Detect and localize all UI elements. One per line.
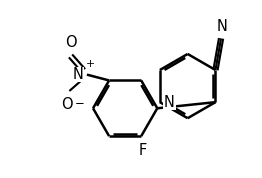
Text: N: N <box>73 67 83 82</box>
Text: F: F <box>139 143 147 158</box>
Text: +: + <box>86 59 95 69</box>
Text: N: N <box>217 19 228 34</box>
Text: N: N <box>164 95 175 110</box>
Text: O: O <box>61 97 73 112</box>
Text: O: O <box>65 35 76 50</box>
Text: −: − <box>75 97 85 110</box>
